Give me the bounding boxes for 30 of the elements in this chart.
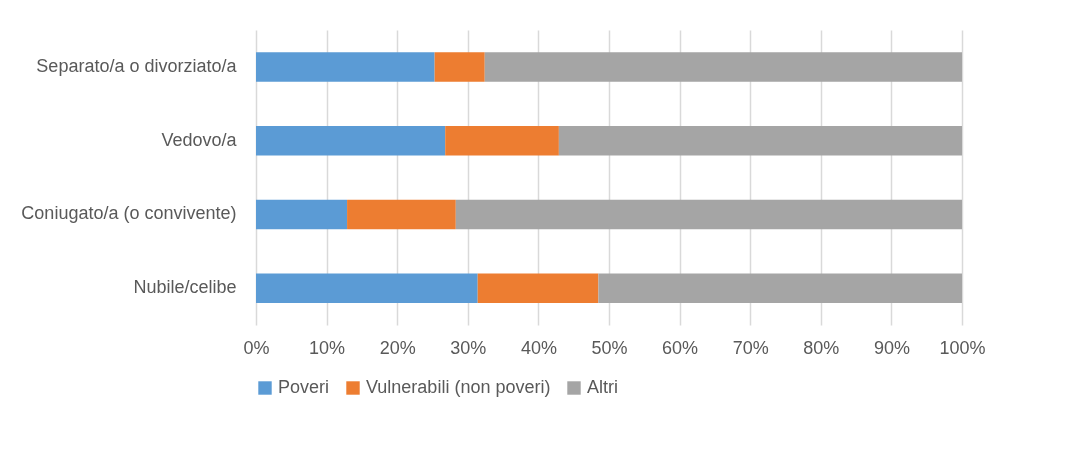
y-tick-label: Nubile/celibe <box>133 277 237 298</box>
y-tick-label: Vedovo/a <box>161 129 238 150</box>
y-tick-label: Separato/a o divorziato/a <box>36 55 238 76</box>
x-tick-label: 90% <box>873 337 910 358</box>
x-tick-label: 10% <box>309 337 346 358</box>
bar <box>347 199 456 230</box>
bar <box>558 125 962 156</box>
bar <box>256 273 478 303</box>
x-tick-label: 70% <box>732 337 769 358</box>
bar <box>434 52 485 82</box>
x-tick-label: 20% <box>379 337 416 358</box>
bar <box>256 125 446 156</box>
y-tick-label: Coniugato/a (o convivente) <box>21 203 237 224</box>
x-tick-label: 30% <box>450 337 487 358</box>
legend-label: Poveri <box>278 377 330 397</box>
x-tick-label: 40% <box>520 337 557 358</box>
bar <box>256 52 435 82</box>
bar <box>256 199 348 230</box>
legend-label: Vulnerabili (non poveri) <box>366 377 551 397</box>
bar <box>598 273 962 303</box>
legend-label: Altri <box>587 377 618 397</box>
bar <box>455 199 962 230</box>
x-tick-label: 100% <box>939 337 986 358</box>
x-tick-label: 80% <box>803 337 840 358</box>
bar <box>484 52 962 82</box>
x-tick-label: 50% <box>591 337 628 358</box>
bar <box>445 125 559 156</box>
x-tick-label: 60% <box>662 337 699 358</box>
x-tick-label: 0% <box>243 337 270 358</box>
bar <box>477 273 599 303</box>
